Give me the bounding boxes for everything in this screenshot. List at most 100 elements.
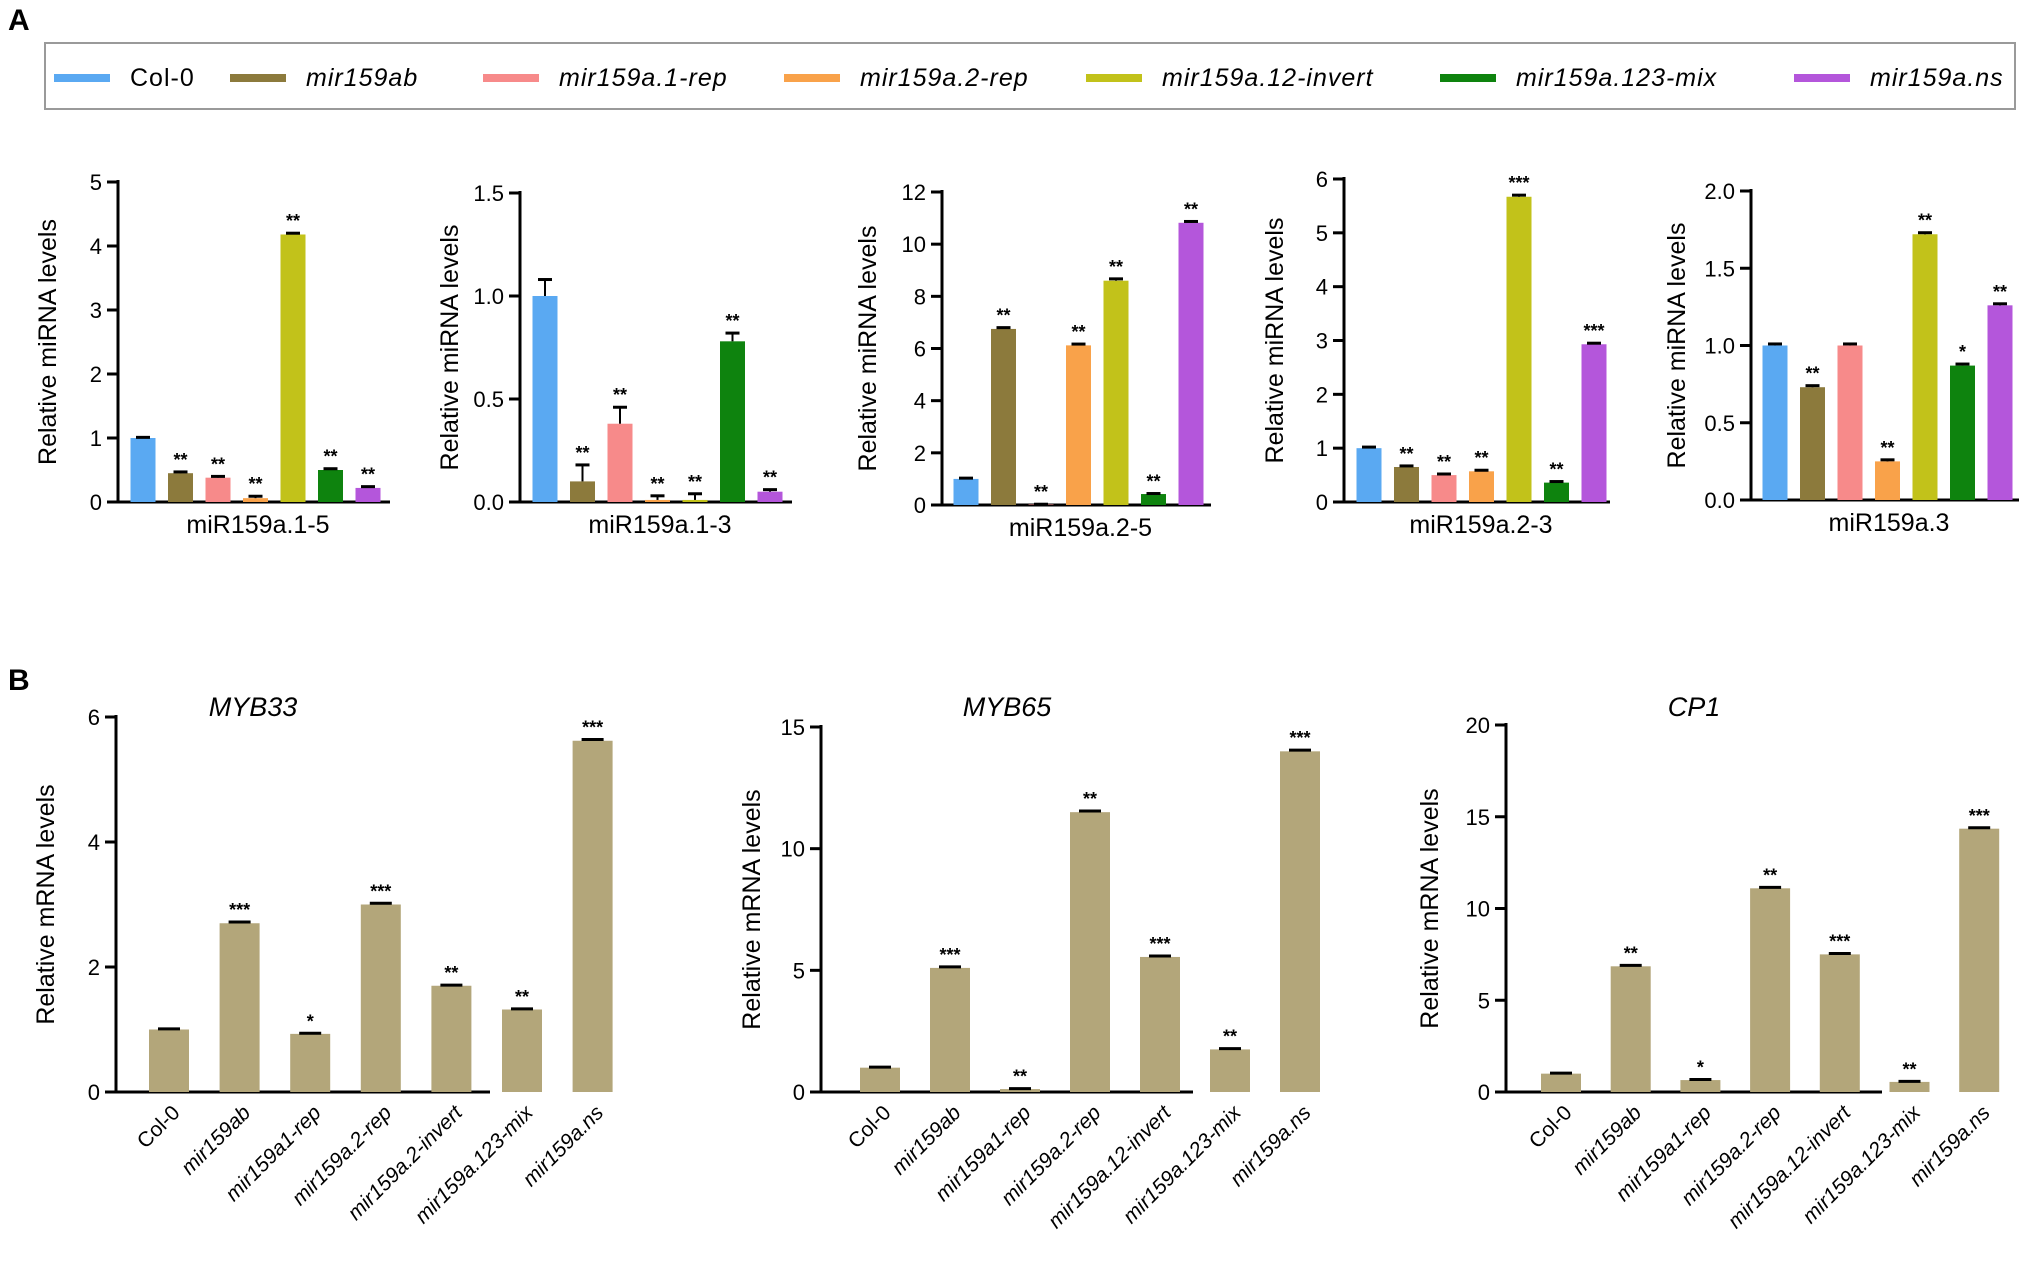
bar bbox=[205, 477, 231, 502]
bar bbox=[1912, 234, 1938, 500]
x-axis-label: miR159a.2-5 bbox=[1009, 514, 1152, 542]
significance-mark: ** bbox=[1993, 282, 2007, 302]
legend: Col-0 mir159ab mir159a.1-rep mir159a.2-r… bbox=[44, 42, 2016, 110]
bar bbox=[1178, 222, 1204, 506]
bar bbox=[431, 985, 472, 1092]
y-tick-label: 5 bbox=[1316, 221, 1328, 246]
significance-mark: *** bbox=[229, 900, 250, 920]
significance-mark: ** bbox=[1109, 257, 1123, 277]
y-tick-label: 2 bbox=[88, 955, 100, 980]
x-axis-label: miR159a.1-5 bbox=[186, 511, 329, 539]
chart-title: MYB65 bbox=[963, 692, 1053, 722]
y-tick-label: 1.5 bbox=[1704, 256, 1735, 281]
significance-mark: ** bbox=[1034, 482, 1048, 502]
legend-item-mir159a-ns: mir159a.ns bbox=[1794, 62, 2004, 94]
bar bbox=[1680, 1080, 1721, 1092]
y-axis-label: Relative miRNA levels bbox=[1663, 223, 1691, 469]
legend-item-mir159a-12-invert: mir159a.12-invert bbox=[1086, 62, 1374, 94]
y-tick-label: 5 bbox=[793, 958, 805, 983]
x-axis-label: miR159a.1-3 bbox=[588, 511, 731, 539]
significance-mark: ** bbox=[1549, 460, 1563, 480]
x-tick-label: mir159a.12-invert bbox=[1044, 1100, 1177, 1233]
y-axis-label: Relative mRNA levels bbox=[32, 784, 60, 1024]
bar bbox=[1875, 461, 1900, 500]
significance-mark: *** bbox=[1149, 934, 1170, 954]
y-tick-label: 1.5 bbox=[473, 181, 504, 206]
legend-label: mir159a.ns bbox=[1870, 63, 2004, 92]
legend-swatch bbox=[1086, 74, 1142, 82]
y-tick-label: 1 bbox=[1316, 436, 1328, 461]
bar bbox=[720, 341, 745, 502]
bar bbox=[860, 1067, 900, 1092]
significance-mark: ** bbox=[613, 385, 627, 405]
bar bbox=[1610, 966, 1651, 1092]
legend-swatch bbox=[230, 74, 286, 82]
y-tick-label: 2 bbox=[90, 362, 102, 387]
bar bbox=[572, 740, 613, 1092]
y-axis-label: Relative mRNA levels bbox=[1416, 788, 1444, 1028]
legend-label: mir159a.2-rep bbox=[860, 63, 1029, 92]
y-tick-label: 5 bbox=[1478, 988, 1490, 1013]
x-axis-label: miR159a.2-3 bbox=[1409, 511, 1552, 539]
significance-mark: ** bbox=[725, 311, 739, 331]
y-axis-label: Relative mRNA levels bbox=[738, 789, 766, 1029]
significance-mark: ** bbox=[1071, 322, 1085, 342]
legend-item-mir159a-2-rep: mir159a.2-rep bbox=[784, 62, 1029, 94]
bar bbox=[1356, 448, 1382, 502]
y-tick-label: 5 bbox=[90, 170, 102, 195]
y-tick-label: 12 bbox=[902, 180, 926, 205]
bar bbox=[318, 470, 343, 502]
bar bbox=[645, 499, 670, 502]
x-tick-label: mir159a.12-invert bbox=[1724, 1100, 1857, 1233]
significance-mark: *** bbox=[939, 945, 960, 965]
significance-mark: ** bbox=[323, 447, 337, 467]
bar bbox=[1819, 954, 1860, 1092]
significance-mark: ** bbox=[444, 963, 458, 983]
bar bbox=[1000, 1089, 1040, 1092]
y-tick-label: 0.0 bbox=[473, 490, 504, 515]
bar bbox=[570, 481, 595, 502]
legend-item-mir159ab: mir159ab bbox=[230, 62, 418, 94]
legend-item-mir159a-1-rep: mir159a.1-rep bbox=[483, 62, 728, 94]
panel-label-b: B bbox=[8, 664, 30, 697]
bar bbox=[502, 1009, 542, 1092]
legend-swatch bbox=[1794, 74, 1850, 82]
legend-label: Col-0 bbox=[130, 63, 195, 92]
y-tick-label: 4 bbox=[914, 389, 926, 414]
legend-label: mir159a.123-mix bbox=[1516, 63, 1718, 92]
y-tick-label: 3 bbox=[90, 298, 102, 323]
bar bbox=[168, 473, 193, 502]
bar bbox=[930, 967, 970, 1092]
bar bbox=[1889, 1081, 1930, 1092]
bar bbox=[130, 438, 156, 502]
y-tick-label: 8 bbox=[914, 284, 926, 309]
bar bbox=[360, 904, 401, 1092]
bar bbox=[280, 234, 306, 503]
y-tick-label: 1 bbox=[90, 426, 102, 451]
bar bbox=[1837, 345, 1863, 500]
bar bbox=[1210, 1049, 1250, 1092]
bar bbox=[290, 1033, 331, 1092]
y-tick-label: 1.0 bbox=[1704, 334, 1735, 359]
significance-mark: * bbox=[1697, 1058, 1704, 1078]
bar bbox=[991, 328, 1016, 505]
y-tick-label: 0 bbox=[1316, 490, 1328, 515]
y-tick-label: 15 bbox=[781, 715, 805, 740]
y-tick-label: 4 bbox=[88, 830, 100, 855]
bar bbox=[1541, 1073, 1581, 1092]
bar bbox=[682, 499, 708, 502]
bar bbox=[1950, 365, 1975, 500]
significance-mark: *** bbox=[1289, 728, 1310, 748]
y-tick-label: 0.5 bbox=[473, 387, 504, 412]
legend-swatch bbox=[784, 74, 840, 82]
significance-mark: ** bbox=[1918, 211, 1932, 231]
bar bbox=[1800, 387, 1825, 500]
significance-mark: *** bbox=[1969, 806, 1990, 826]
significance-mark: *** bbox=[1583, 321, 1604, 341]
significance-mark: * bbox=[307, 1011, 314, 1031]
x-tick-label: Col-0 bbox=[1525, 1101, 1577, 1153]
bar bbox=[1750, 888, 1791, 1092]
bar bbox=[1431, 475, 1457, 502]
bar bbox=[1544, 482, 1569, 502]
